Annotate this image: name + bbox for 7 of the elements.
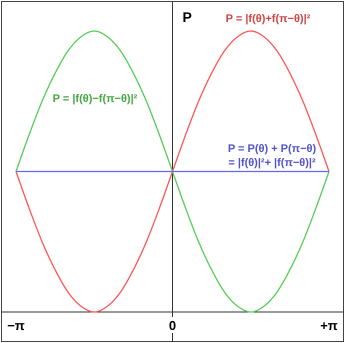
x-tick-label: 0 [168,318,176,333]
series-label: P = P(θ) + P(π−θ) = |f(θ)|²+ |f(π−θ)|² [228,143,316,169]
x-tick-label: −π [7,318,25,333]
series-label: P = |f(θ)+f(π−θ)|² [226,13,311,25]
x-tick-label: +π [320,318,338,333]
y-axis-title: P [182,9,192,25]
series-label: P = |f(θ)−f(π−θ)|² [52,93,138,105]
